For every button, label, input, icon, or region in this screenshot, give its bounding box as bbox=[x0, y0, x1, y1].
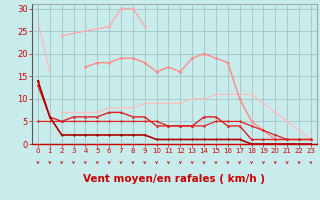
X-axis label: Vent moyen/en rafales ( km/h ): Vent moyen/en rafales ( km/h ) bbox=[84, 174, 265, 184]
